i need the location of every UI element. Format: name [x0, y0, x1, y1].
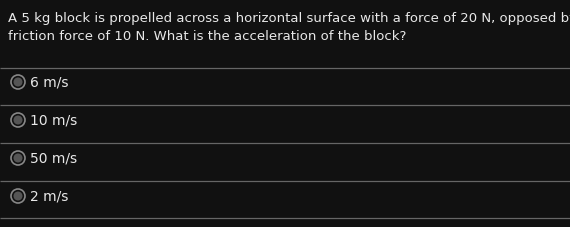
- Circle shape: [14, 153, 22, 163]
- Circle shape: [14, 77, 22, 86]
- Text: friction force of 10 N. What is the acceleration of the block?: friction force of 10 N. What is the acce…: [8, 30, 406, 43]
- Text: 50 m/s: 50 m/s: [30, 151, 77, 165]
- Text: A 5 kg block is propelled across a horizontal surface with a force of 20 N, oppo: A 5 kg block is propelled across a horiz…: [8, 12, 570, 25]
- Text: 10 m/s: 10 m/s: [30, 113, 78, 127]
- Text: 6 m/s: 6 m/s: [30, 75, 68, 89]
- Text: 2 m/s: 2 m/s: [30, 189, 68, 203]
- Circle shape: [14, 116, 22, 124]
- Circle shape: [14, 192, 22, 200]
